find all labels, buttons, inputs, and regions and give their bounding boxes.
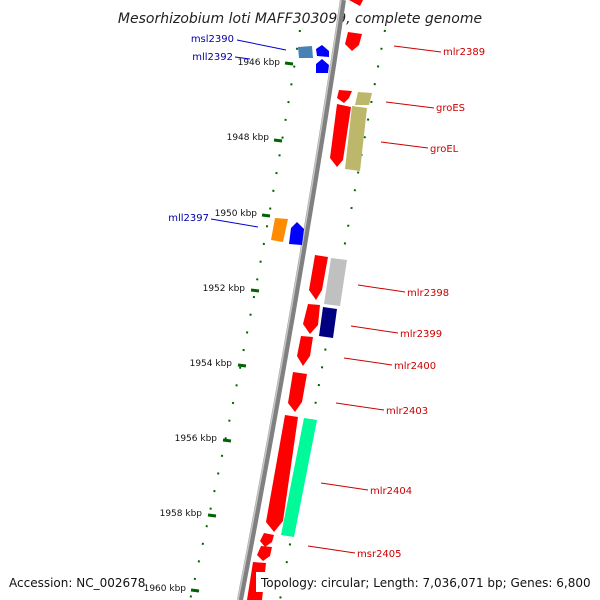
gene-label[interactable]: mll2397 xyxy=(168,213,209,224)
leader-line xyxy=(320,482,369,491)
gene-label[interactable]: groEL xyxy=(430,144,459,155)
accession-text: Accession: NC_002678 xyxy=(9,576,145,590)
gene-mlr2400[interactable] xyxy=(297,336,313,366)
genome-backbone-highlight xyxy=(237,0,342,600)
gene-mlr2399[interactable] xyxy=(319,307,337,338)
gene-mll2392-b[interactable] xyxy=(316,59,329,73)
gene-label[interactable]: mlr2399 xyxy=(400,329,442,340)
gene-label[interactable]: mll2392 xyxy=(192,52,233,63)
gene-red-a[interactable] xyxy=(330,104,351,167)
genome-backbone xyxy=(237,0,346,600)
tick-mark xyxy=(222,438,232,443)
gene-groEL[interactable] xyxy=(345,106,367,171)
leader-line xyxy=(335,402,385,411)
topology-text: Topology: circular; Length: 7,036,071 bp… xyxy=(260,576,591,590)
leader-line xyxy=(350,325,399,334)
gene-mll2392-a[interactable] xyxy=(316,45,329,57)
tick-mark xyxy=(237,363,247,368)
accession-backdrop xyxy=(4,572,144,592)
tick-label: 1958 kbp xyxy=(160,509,203,519)
gene-mlr2404[interactable] xyxy=(281,418,317,537)
tick-label: 1954 kbp xyxy=(190,359,233,369)
tick-mark xyxy=(261,213,271,218)
gene-top-partial[interactable] xyxy=(349,0,363,6)
leader-line xyxy=(357,284,406,293)
leader-line xyxy=(343,357,393,366)
gene-small-a[interactable] xyxy=(337,90,352,103)
gene-msl2390[interactable] xyxy=(298,46,313,58)
leader-line xyxy=(380,141,429,149)
leader-line xyxy=(307,545,356,554)
tick-label: 1952 kbp xyxy=(203,284,246,294)
leader-line xyxy=(393,45,442,53)
gene-mlr2403[interactable] xyxy=(288,372,307,412)
gene-red-d[interactable] xyxy=(266,415,298,532)
gene-label[interactable]: msr2405 xyxy=(357,549,402,560)
gene-mlr2398[interactable] xyxy=(324,258,347,306)
map-title: Mesorhizobium loti MAFF303099, complete … xyxy=(118,11,482,27)
gene-label[interactable]: mlr2400 xyxy=(394,361,436,372)
gene-label[interactable]: msl2390 xyxy=(191,34,234,45)
gene-small-b[interactable] xyxy=(260,533,274,547)
leader-line xyxy=(236,39,287,51)
tick-mark xyxy=(190,588,200,593)
gene-label[interactable]: groES xyxy=(436,103,465,114)
leader-lines xyxy=(210,39,442,554)
topology-backdrop xyxy=(256,572,596,592)
gene-groES[interactable] xyxy=(355,92,372,105)
tick-mark xyxy=(207,513,217,518)
gene-label[interactable]: mlr2403 xyxy=(386,406,428,417)
tick-label: 1950 kbp xyxy=(215,209,258,219)
tick-mark xyxy=(284,61,294,66)
kbp-ticks: 1946 kbp 1948 kbp 1950 kbp 1952 kbp 1954… xyxy=(144,58,294,594)
gene-red-b[interactable] xyxy=(309,255,328,300)
leader-line xyxy=(385,101,435,109)
tick-label: 1960 kbp xyxy=(144,584,187,594)
tick-mark xyxy=(273,138,283,143)
leader-line xyxy=(210,218,259,228)
tick-label: 1956 kbp xyxy=(175,434,218,444)
tick-label: 1946 kbp xyxy=(238,58,281,68)
gene-label[interactable]: mlr2398 xyxy=(407,288,449,299)
gene-msr2405[interactable] xyxy=(257,546,272,561)
tick-mark xyxy=(250,288,260,293)
gene-orange[interactable] xyxy=(271,218,288,242)
gene-mll2397[interactable] xyxy=(289,222,304,245)
tick-label: 1948 kbp xyxy=(227,133,270,143)
gene-label[interactable]: mlr2389 xyxy=(443,47,485,58)
gene-mlr2389[interactable] xyxy=(345,32,362,51)
gene-label[interactable]: mlr2404 xyxy=(370,486,412,497)
gene-red-c[interactable] xyxy=(303,304,320,334)
leader-line xyxy=(234,56,251,60)
